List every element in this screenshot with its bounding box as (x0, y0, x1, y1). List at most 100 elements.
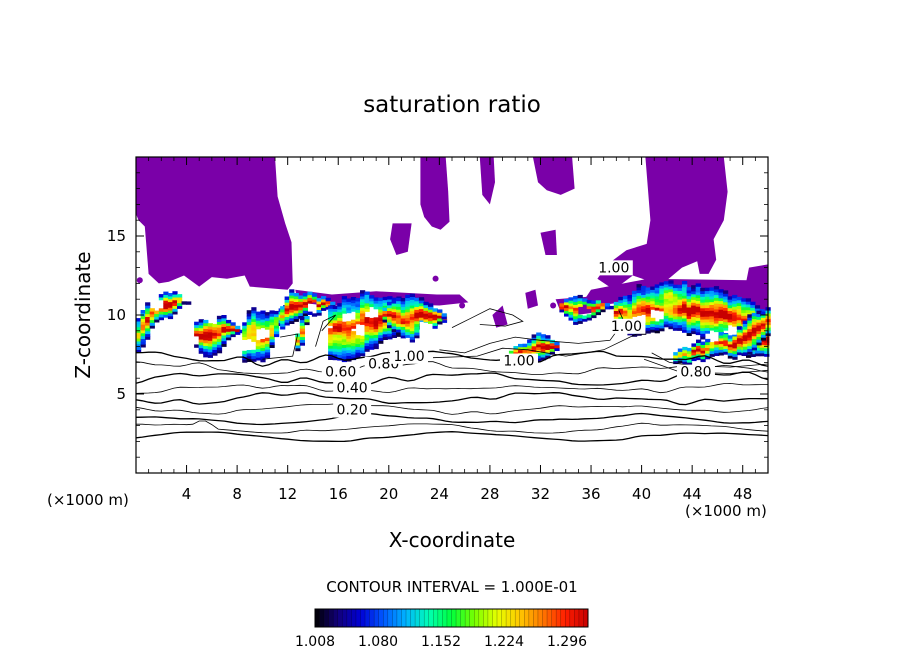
heatmap-cell (409, 336, 415, 340)
heatmap-cell (373, 345, 379, 350)
heatmap-cell (723, 316, 729, 320)
heatmap-cell (418, 308, 425, 312)
heatmap-cell (387, 307, 393, 311)
heatmap-cell (355, 318, 361, 322)
heatmap-cell (755, 347, 761, 351)
heatmap-cell (709, 313, 715, 317)
heatmap-cell (299, 336, 305, 340)
heatmap-cell (564, 313, 570, 317)
heatmap-cell (172, 299, 178, 304)
heatmap-cell (328, 328, 334, 332)
heatmap-cell (212, 329, 218, 333)
contour-label-bg (499, 353, 538, 369)
heatmap-cell (396, 306, 402, 310)
heatmap-cell (654, 287, 660, 291)
heatmap-cell (531, 334, 537, 338)
heatmap-cell (373, 325, 379, 330)
heatmap-cell (518, 343, 524, 348)
heatmap-cell (405, 306, 411, 310)
heatmap-cell (260, 321, 266, 326)
heatmap-cell (751, 332, 757, 337)
heatmap-cell (713, 317, 720, 321)
heatmap-cell (573, 310, 579, 314)
heatmap-cell (709, 342, 715, 346)
contour-line (432, 333, 637, 359)
heatmap-cell (672, 304, 679, 308)
heatmap-cell (691, 354, 697, 359)
heatmap-cell (207, 346, 213, 350)
heatmap-cell (747, 325, 753, 330)
heatmap-cell (668, 283, 674, 287)
heatmap-cell (573, 304, 579, 308)
heatmap-cell (280, 314, 286, 319)
heatmap-cell (299, 330, 305, 335)
heatmap-cell (700, 313, 706, 317)
heatmap-cell (718, 289, 724, 293)
heatmap-cell (747, 351, 753, 355)
heatmap-cell (140, 318, 146, 322)
heatmap-cell (568, 305, 574, 310)
heatmap-cell (400, 323, 406, 327)
heatmap-cell (364, 291, 370, 295)
heatmap-cell (531, 351, 537, 355)
heatmap-cell (636, 309, 642, 314)
heatmap-cell (355, 315, 361, 319)
heatmap-cell (387, 313, 393, 317)
heatmap-cell (764, 339, 770, 343)
heatmap-cell (540, 354, 546, 358)
heatmap-cell (686, 289, 692, 294)
heatmap-cell (172, 308, 178, 312)
heatmap-cell (672, 284, 679, 289)
heatmap-cell (564, 307, 570, 311)
heatmap-cell (207, 334, 213, 338)
colorbar-swatch (565, 609, 571, 627)
heatmap-cell (251, 332, 257, 337)
heatmap-cell (154, 316, 160, 320)
heatmap-cell (727, 319, 733, 323)
heatmap-cell (307, 291, 313, 296)
heatmap-cell (136, 338, 142, 342)
heatmap-cell (304, 316, 310, 320)
heatmap-cell (289, 309, 295, 313)
heatmap-cell (391, 331, 397, 336)
heatmap-cell (668, 320, 674, 324)
heatmap-cell (663, 312, 669, 316)
heatmap-cell (536, 358, 542, 362)
heatmap-cell (736, 329, 743, 333)
heatmap-cell (586, 314, 592, 318)
heatmap-cell (727, 346, 733, 351)
heatmap-cell (255, 317, 261, 321)
heatmap-cell (400, 300, 406, 305)
heatmap-cell (704, 313, 710, 317)
heatmap-cell (350, 319, 357, 324)
contour-label: 0.40 (337, 380, 368, 396)
heatmap-cell (360, 295, 366, 300)
heatmap-cell (274, 325, 280, 329)
heatmap-cell (369, 335, 375, 339)
heatmap-cell (682, 306, 688, 310)
heatmap-cell (713, 294, 720, 298)
heatmap-cell (350, 345, 357, 349)
heatmap-cell (760, 317, 767, 321)
heatmap-cell (709, 315, 715, 320)
heatmap-cell (672, 327, 679, 331)
heatmap-cell (216, 330, 223, 334)
heatmap-cell (341, 347, 347, 351)
heatmap-cell (695, 283, 701, 287)
heatmap-cell (328, 339, 334, 343)
heatmap-cell (409, 324, 415, 329)
heatmap-cell (355, 352, 361, 356)
heatmap-cell (700, 293, 706, 297)
heatmap-cell (154, 310, 160, 314)
heatmap-cell (260, 313, 266, 317)
heatmap-cell (713, 308, 720, 313)
heatmap-cell (328, 316, 334, 321)
heatmap-cell (304, 318, 310, 323)
heatmap-cell (387, 296, 393, 300)
heatmap-cell (289, 297, 295, 302)
contour-label-bg (321, 364, 360, 380)
heatmap-cell (527, 350, 533, 355)
heatmap-cell (682, 329, 688, 333)
heatmap-cell (418, 311, 425, 315)
heatmap-cell (564, 310, 570, 314)
